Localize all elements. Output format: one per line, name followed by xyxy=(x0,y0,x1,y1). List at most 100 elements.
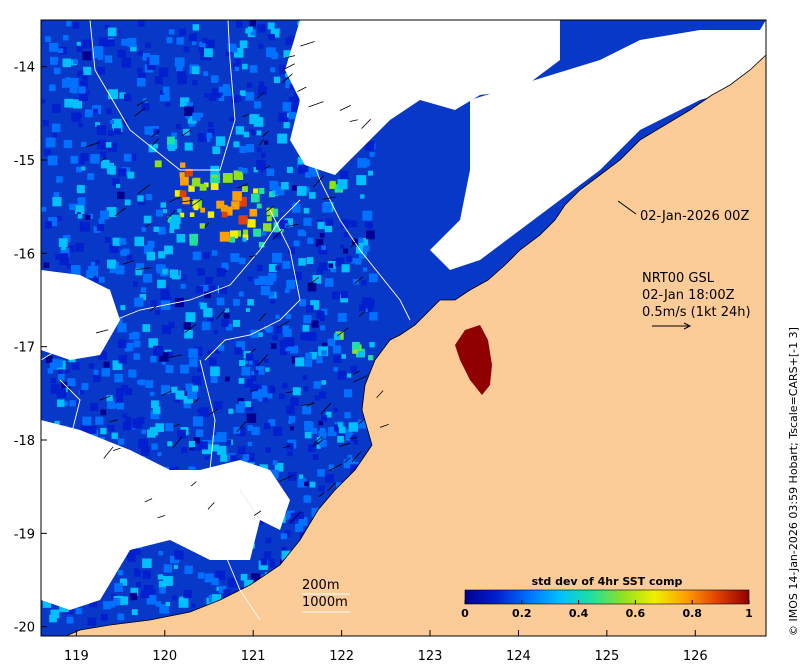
sst-pixel xyxy=(302,324,310,332)
sst-pixel xyxy=(273,426,283,436)
sst-pixel xyxy=(321,350,327,356)
sst-pixel xyxy=(239,257,246,265)
vector-scale-label: 0.5m/s (1kt 24h) xyxy=(642,305,751,320)
sst-pixel xyxy=(362,267,368,272)
sst-pixel xyxy=(142,53,151,61)
sst-pixel xyxy=(290,345,298,354)
sst-pixel xyxy=(100,613,108,621)
sst-pixel xyxy=(280,325,290,334)
current-vector xyxy=(300,403,315,406)
colorbar-tick-label: 0.2 xyxy=(512,607,532,620)
sst-pixel xyxy=(174,550,184,560)
sst-pixel xyxy=(55,253,61,260)
sst-pixel xyxy=(191,66,200,75)
sst-pixel xyxy=(268,272,277,282)
sst-pixel xyxy=(212,444,220,452)
current-vector xyxy=(307,276,320,287)
sst-pixel xyxy=(256,130,262,136)
sst-pixel xyxy=(133,353,141,360)
sst-pixel xyxy=(116,183,121,188)
sst-pixel xyxy=(245,144,255,153)
sst-pixel xyxy=(358,237,364,243)
sst-pixel xyxy=(124,199,131,206)
sst-pixel xyxy=(240,573,248,581)
sst-pixel xyxy=(104,24,110,30)
sst-pixel xyxy=(155,601,162,607)
sst-pixel xyxy=(361,280,367,286)
sst-pixel xyxy=(100,210,110,220)
sst-pixel xyxy=(95,122,100,127)
sst-pixel xyxy=(298,164,308,175)
sst-pixel xyxy=(274,462,284,472)
sst-pixel xyxy=(146,594,157,605)
sst-pixel xyxy=(45,36,51,43)
sst-pixel xyxy=(87,617,97,626)
sst-pixel xyxy=(82,51,92,61)
sst-pixel xyxy=(242,237,247,242)
sst-pixel xyxy=(81,382,89,390)
sst-pixel xyxy=(150,355,157,363)
sst-pixel xyxy=(197,367,202,373)
sst-pixel xyxy=(75,608,82,615)
sst-pixel xyxy=(217,445,227,455)
sst-pixel xyxy=(72,99,83,109)
current-vector xyxy=(258,313,267,322)
sst-pixel xyxy=(257,24,266,33)
sst-pixel xyxy=(79,221,90,232)
sst-pixel xyxy=(285,345,291,352)
sst-pixel xyxy=(249,65,258,73)
sst-pixel xyxy=(96,139,107,150)
sst-pixel xyxy=(278,219,288,230)
sst-pixel xyxy=(118,168,127,177)
sst-pixel xyxy=(177,208,182,213)
sst-pixel xyxy=(45,355,53,364)
current-vector xyxy=(103,446,114,459)
sst-pixel xyxy=(50,384,60,394)
sst-pixel xyxy=(238,167,243,172)
isobath-1000m-b xyxy=(41,199,301,361)
isobath-1000m-e xyxy=(204,209,301,361)
sst-pixel xyxy=(148,338,158,348)
sst-pixel xyxy=(193,416,203,427)
sst-pixel xyxy=(130,44,137,52)
sst-pixel xyxy=(185,312,196,323)
colorbar-tick-label: 1 xyxy=(745,607,753,620)
current-vector xyxy=(284,63,295,70)
sst-pixel xyxy=(235,21,243,28)
sst-pixel xyxy=(158,550,163,556)
sst-pixel xyxy=(107,424,115,432)
y-tick-label: -14 xyxy=(14,61,35,76)
sst-pixel xyxy=(246,413,257,423)
x-tick-label: 126 xyxy=(683,649,708,664)
sst-pixel xyxy=(128,369,137,378)
sst-pixel xyxy=(285,313,292,320)
x-tick-label: 124 xyxy=(506,649,531,664)
sst-pixel xyxy=(43,120,49,127)
sst-pixel xyxy=(250,383,260,394)
sst-pixel xyxy=(112,360,123,371)
current-vector xyxy=(344,457,351,463)
sst-pixel xyxy=(185,383,194,392)
sst-pixel xyxy=(50,609,60,619)
sst-pixel xyxy=(253,101,262,109)
sst-pixel xyxy=(95,260,100,265)
sst-pixel xyxy=(263,422,271,430)
sst-pixel xyxy=(101,368,110,377)
sst-pixel xyxy=(198,112,204,118)
sst-pixel xyxy=(127,171,135,179)
current-vector xyxy=(379,423,389,428)
sst-pixel xyxy=(42,599,52,608)
current-vector xyxy=(161,390,172,397)
sst-pixel xyxy=(49,614,57,623)
sst-pixel xyxy=(214,348,221,354)
sst-pixel xyxy=(247,276,253,282)
current-vector xyxy=(266,205,274,213)
sst-pixel xyxy=(41,206,47,212)
sst-pixel xyxy=(140,589,150,599)
sst-pixel xyxy=(279,64,289,75)
sst-pixel xyxy=(224,308,229,313)
sst-pixel xyxy=(100,151,107,158)
sst-pixel xyxy=(167,136,175,145)
sst-pixel xyxy=(189,358,198,367)
sst-pixel xyxy=(159,90,165,95)
